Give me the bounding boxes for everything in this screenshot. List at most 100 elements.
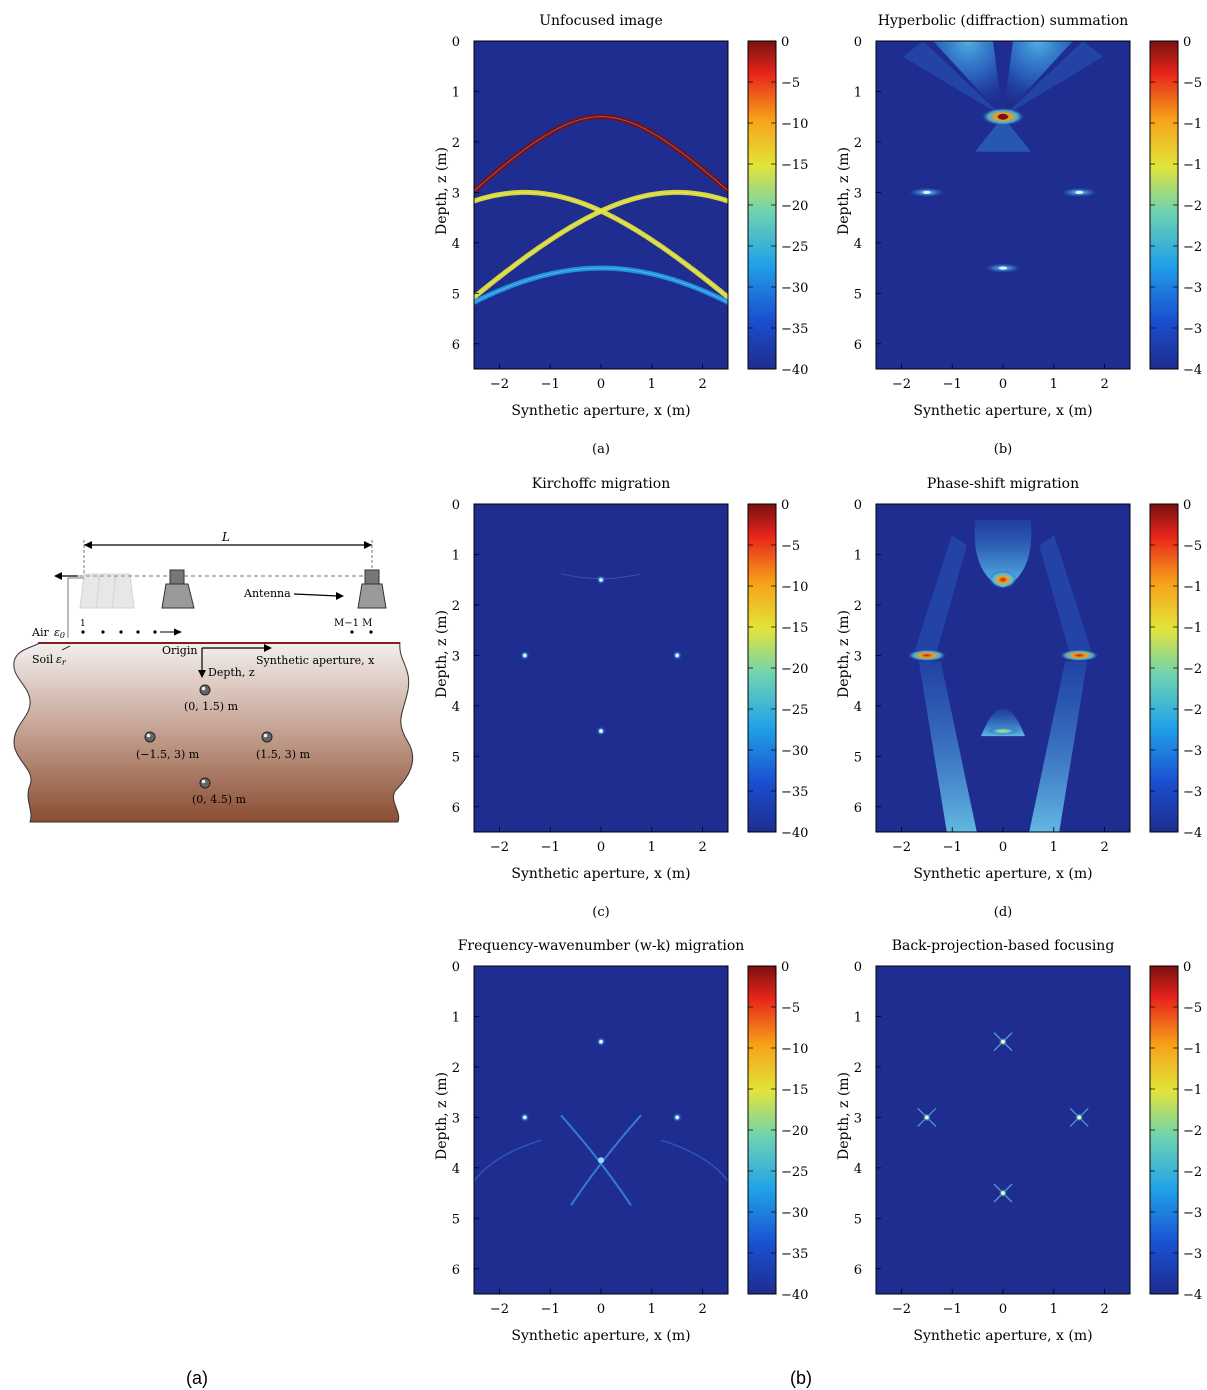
colorbar-tick-label: −10 [781,117,808,132]
plume-streak [918,661,977,832]
hyperbola-trace-highlight [474,191,728,298]
diffraction-fan [933,41,1003,117]
colorbar-tick-label: 0 [1183,35,1191,50]
y-tick-label: 4 [854,1162,862,1177]
plume-streak [1029,661,1088,832]
plume-streak [1039,535,1092,652]
plot-background [474,504,728,832]
colorbar-tick-label: −20 [781,1124,808,1139]
x-tick-label: −2 [490,377,509,392]
focused-target-core [675,653,679,658]
x-axis-label: Synthetic aperture, x (m) [511,1328,690,1344]
colorbar-tick-label: −3 [1183,785,1202,800]
artifact-crossing [598,1157,604,1164]
colorbar-tick-label: −25 [781,240,808,255]
colorbar-tick-label: −2 [1183,703,1202,718]
focused-target-core [523,1115,527,1120]
x-axis-label: Synthetic aperture, x (m) [913,1328,1092,1344]
colorbar-tick-label: −3 [1183,1206,1202,1221]
y-tick-label: 1 [854,1010,862,1025]
y-tick-label: 3 [452,186,460,201]
x-axis-label: Synthetic aperture, x (m) [511,866,690,882]
antenna-label-arrowhead [336,592,344,600]
panel-title: Back-projection-based focusing [892,938,1115,954]
position-index-end: M−1 M [334,618,372,629]
colorbar-tick-label: −20 [781,199,808,214]
colorbar-tick-label: −30 [781,1206,808,1221]
panel-title: Hyperbolic (diffraction) summation [878,13,1129,29]
y-tick-label: 0 [452,498,460,513]
antenna-label-arrow [293,593,339,597]
antenna-ghost-icons [79,573,135,609]
focused-target [987,727,1019,736]
plot-marks [917,1032,1089,1203]
y-tick-label: 3 [854,1111,862,1126]
colorbar-tick-label: −1 [1183,117,1202,132]
y-tick-label: 0 [854,35,862,50]
x-tick-label: −2 [892,1302,911,1317]
antenna-icon-end [357,569,387,609]
heatmap-panel: −2 −1 0 1 2 0 1 2 3 4 5 6 Back-projection-based focu… [836,938,1202,1344]
y-tick-label: 4 [452,1162,460,1177]
y-tick-label: 1 [452,85,460,100]
permittivity-arrow [61,645,71,651]
buried-target [261,731,273,743]
x-tick-label: 2 [698,377,706,392]
schematic-diagram: L Antenna 1 [13,530,414,823]
colorbar-tick-label: −30 [781,744,808,759]
heatmap-panel: −2 −1 0 1 2 0 1 2 3 4 5 6 Phase-shift migration Synth… [836,476,1202,920]
x-tick-label: −2 [490,840,509,855]
y-tick-label: 6 [854,1263,862,1278]
buried-target [199,777,211,789]
colorbar-tick-label: −25 [781,1165,808,1180]
colorbar-tick-label: 0 [781,960,789,975]
focused-target-core [523,653,527,658]
y-tick-label: 3 [452,1111,460,1126]
colorbar-tick-label: −1 [1183,621,1202,636]
y-tick-label: 3 [854,649,862,664]
colorbar-tick-label: 0 [1183,498,1191,513]
y-tick-label: 6 [854,338,862,353]
aperture-length-label: L [221,530,230,544]
x-tick-label: −2 [892,840,911,855]
panel-caption: (c) [592,905,609,920]
panel-title: Kirchoffc migration [532,476,670,492]
colorbar-tick-label: −3 [1183,1247,1202,1262]
y-axis-label: Depth, z (m) [836,147,852,235]
target-label: (0, 4.5) m [192,793,247,806]
air-permittivity: ε0 [54,626,65,640]
diffraction-fan [1003,41,1103,117]
aperture-arrowhead-right [364,541,372,549]
x-axis-label: Synthetic aperture, x (m) [913,403,1092,419]
x-tick-label: 0 [597,1302,605,1317]
hyperbola-trace-highlight [474,116,728,192]
colorbar-tick-label: −35 [781,1247,808,1262]
focused-target-core [1001,1039,1005,1044]
focused-target-core [599,1039,603,1044]
colorbar-tick-label: −20 [781,662,808,677]
colorbar-tick-label: −3 [1183,281,1202,296]
plot-marks [474,114,728,306]
aperture-arrowhead-left [84,541,92,549]
colorbar-tick-label: −5 [781,1001,800,1016]
colorbar-tick-label: 0 [781,498,789,513]
plot-marks [906,519,1100,832]
migration-artifact [474,1139,542,1183]
y-tick-label: 5 [452,287,460,302]
diffraction-fan [903,41,1003,117]
focused-target-core [675,1115,679,1120]
colorbar-tick-label: −5 [781,76,800,91]
y-tick-label: 0 [452,960,460,975]
y-tick-label: 1 [452,548,460,563]
y-tick-label: 6 [452,1263,460,1278]
z-axis-arrowhead [198,670,206,678]
focused-target [906,649,947,662]
y-tick-label: 0 [854,960,862,975]
depth-label: Depth, z [208,666,255,679]
synthetic-aperture-label: Synthetic aperture, x [256,654,375,667]
focused-target-core [922,190,931,194]
